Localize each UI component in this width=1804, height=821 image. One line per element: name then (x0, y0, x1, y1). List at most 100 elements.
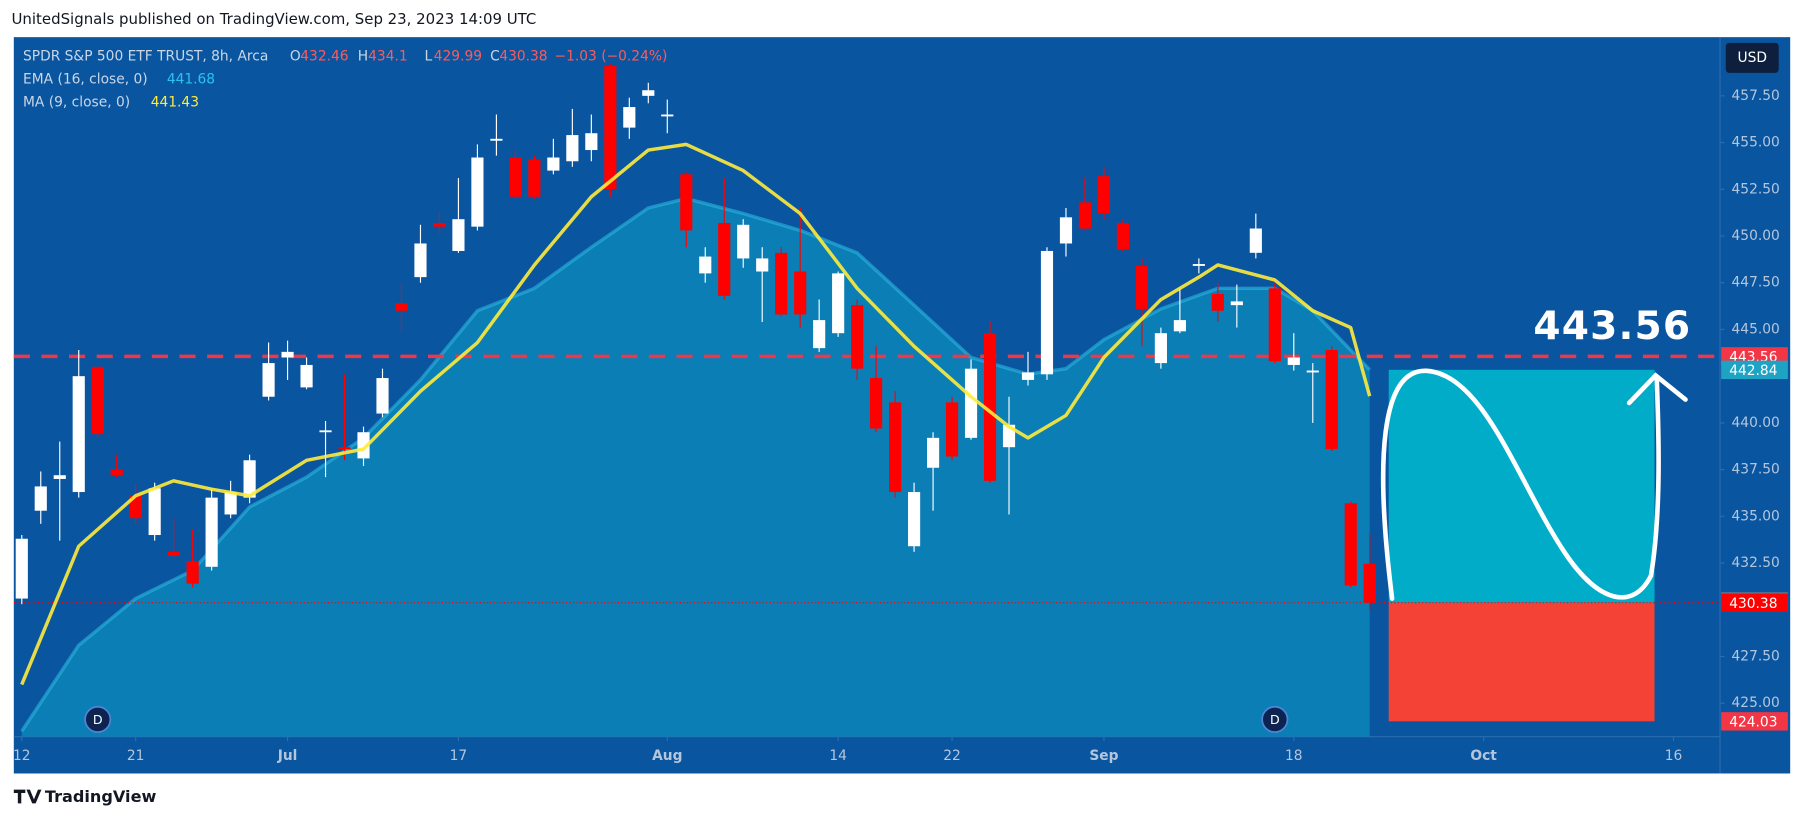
y-tick-label: 450.00 (1732, 228, 1780, 244)
ema-line (20, 196, 1371, 733)
plot: D D 443.56 457.50 455.00 452.50 450.00 447.50 44… (13, 64, 1788, 764)
y-tick-label: 457.50 (1732, 88, 1780, 104)
candle-body (300, 364, 313, 388)
x-tick-label: 12 (13, 748, 31, 764)
price-tag-label: 442.84 (1729, 363, 1777, 379)
candle-body (1116, 222, 1130, 250)
candle-body (1192, 264, 1205, 266)
candle-body (224, 492, 237, 515)
candle-body (148, 488, 161, 536)
candle-body (1040, 250, 1054, 375)
price-tag (1721, 593, 1788, 612)
candle-body (167, 551, 180, 556)
candle-body (53, 475, 66, 479)
x-tick-label: 22 (943, 748, 961, 764)
dividend-marker (1261, 705, 1289, 733)
candle-body (718, 222, 731, 296)
candle-body (357, 432, 370, 459)
candle-body (1173, 320, 1186, 332)
legend-l: L (425, 49, 433, 65)
tv-logo (13, 789, 42, 804)
candle-body (433, 222, 446, 227)
candle-body (338, 447, 351, 450)
x-tick-label: Aug (652, 748, 682, 764)
candle-body (1306, 370, 1319, 373)
candle-body (528, 159, 541, 197)
publisher: UnitedSignals published on TradingView.c… (12, 10, 537, 28)
y-tick-label: 435.00 (1732, 508, 1780, 524)
currency-button[interactable] (1725, 42, 1779, 73)
candle-body (319, 430, 332, 433)
candle-body (205, 497, 218, 567)
legend-c: C (490, 49, 500, 65)
candle-body (604, 65, 617, 190)
legend-o-value: 432.46 (300, 49, 348, 65)
candle-body (585, 133, 598, 151)
candle-body (889, 402, 902, 493)
price-tag-label: 424.03 (1729, 714, 1777, 730)
x-tick-label: Oct (1470, 748, 1497, 764)
symbol-title: SPDR S&P 500 ETF TRUST, 8h, Arca (23, 49, 268, 65)
legend-h-value: 434.1 (368, 49, 407, 65)
candle-body (566, 135, 579, 162)
x-tick-label: 16 (1665, 748, 1683, 764)
legend-o: O (290, 49, 301, 65)
y-tick-label: 447.50 (1732, 275, 1780, 291)
y-tick-label: 427.50 (1732, 648, 1780, 664)
candle-body (870, 378, 883, 429)
footer-brand: TradingView (45, 787, 157, 806)
candle-body (699, 256, 712, 274)
candle-body (832, 273, 845, 334)
candle-body (813, 320, 826, 349)
candle-body (376, 378, 389, 414)
candle-body (1135, 265, 1148, 309)
x-tick-label: 14 (829, 748, 847, 764)
candle-body (756, 258, 769, 272)
x-tick-label: 21 (127, 748, 145, 764)
candle-body (1325, 350, 1338, 450)
candle-body (642, 90, 655, 96)
legend-ema: EMA (16, close, 0) (23, 72, 148, 88)
candle-body (1059, 217, 1073, 244)
candle-body (661, 114, 674, 117)
candle-body (15, 538, 28, 599)
drawn-arrow (1380, 368, 1688, 601)
candle-body (623, 107, 636, 128)
candle-body (262, 363, 275, 397)
candle-body (775, 252, 788, 315)
candle-body (452, 219, 465, 251)
y-tick-label: 445.00 (1732, 321, 1780, 337)
y-tick-label: 437.50 (1732, 462, 1780, 478)
legend-ema-value: 441.68 (167, 72, 215, 88)
candle-body (91, 366, 104, 435)
legend-ma: MA (9, close, 0) (23, 95, 130, 111)
dividend-label: D (93, 712, 103, 727)
candle-body (1097, 176, 1111, 214)
currency-label[interactable]: USD (1737, 50, 1766, 66)
legend-ma-value: 441.43 (151, 95, 199, 111)
candle-body (72, 376, 85, 493)
ma-line (20, 142, 1372, 686)
legend-c-value: 430.38 (499, 49, 547, 65)
candle-body (945, 402, 959, 457)
legend-h: H (358, 49, 368, 65)
candle-body (1078, 202, 1092, 229)
dividend-label: D (1270, 712, 1280, 727)
candle-body (1021, 372, 1035, 380)
candle-body (908, 492, 921, 547)
candle-body (680, 174, 693, 231)
candle-body (1268, 288, 1281, 362)
candle-body (509, 157, 522, 197)
price-tag (1721, 712, 1788, 731)
candle-body (1230, 301, 1243, 306)
y-tick-label: 440.00 (1732, 415, 1780, 431)
price-tag-label: 430.38 (1729, 596, 1777, 612)
candle-body (1363, 563, 1376, 603)
candle-body (281, 351, 294, 358)
y-tick-label: 432.50 (1732, 555, 1780, 571)
candle-body (490, 138, 503, 141)
legend-change: −1.03 (−0.24%) (555, 49, 668, 65)
candle-body (129, 495, 142, 519)
